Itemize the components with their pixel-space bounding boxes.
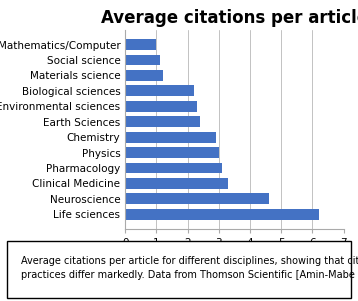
Bar	[125, 163, 222, 173]
Bar	[125, 70, 163, 81]
Bar	[125, 85, 194, 96]
Bar	[125, 209, 319, 220]
Bar	[125, 54, 160, 65]
Bar	[125, 132, 216, 143]
Bar	[125, 194, 269, 204]
Bar	[125, 147, 219, 158]
Bar	[125, 39, 156, 50]
X-axis label: Citations: Citations	[203, 253, 266, 266]
Text: Average citations per article for different disciplines, showing that citation
p: Average citations per article for differ…	[21, 256, 358, 280]
Bar	[125, 178, 228, 189]
FancyBboxPatch shape	[7, 241, 351, 298]
Bar	[125, 101, 197, 112]
Bar	[125, 116, 200, 127]
Title: Average citations per article: Average citations per article	[101, 9, 358, 27]
